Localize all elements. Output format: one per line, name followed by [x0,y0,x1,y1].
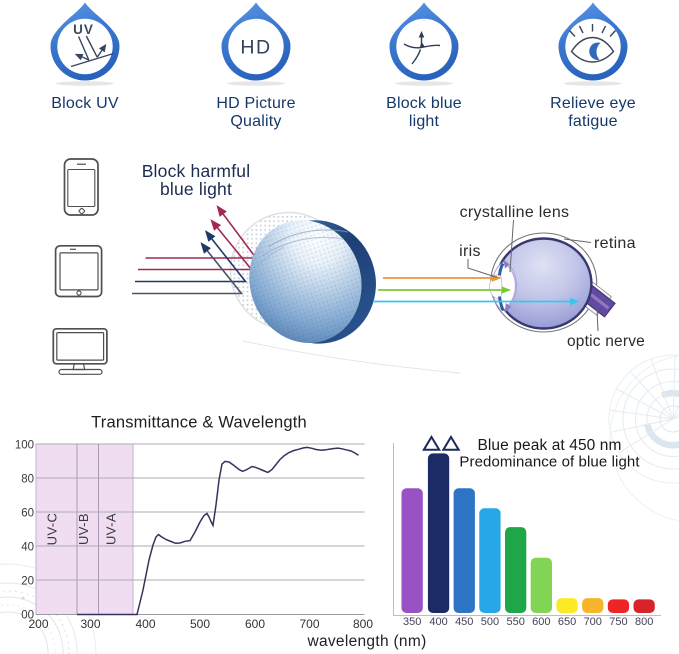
svg-text:fatigue: fatigue [568,113,617,130]
svg-text:retina: retina [594,235,636,252]
svg-text:UV-C: UV-C [45,513,60,546]
svg-text:iris: iris [459,243,481,260]
svg-text:light: light [409,113,440,130]
svg-text:200: 200 [28,617,48,631]
svg-text:650: 650 [558,616,576,628]
svg-text:100: 100 [15,440,34,452]
svg-text:600: 600 [532,616,550,628]
svg-text:600: 600 [245,617,265,631]
svg-text:550: 550 [506,616,524,628]
svg-text:HD: HD [240,37,271,59]
svg-text:400: 400 [429,616,447,628]
svg-text:500: 500 [190,617,210,631]
svg-text:HD Picture: HD Picture [216,95,295,112]
svg-text:Block blue: Block blue [386,95,462,112]
svg-text:UV: UV [73,22,94,37]
svg-text:400: 400 [135,617,155,631]
svg-text:750: 750 [609,616,627,628]
svg-text:00: 00 [21,610,34,622]
svg-text:40: 40 [21,542,34,554]
svg-text:60: 60 [21,508,34,520]
svg-text:700: 700 [584,616,602,628]
svg-text:80: 80 [21,474,34,486]
svg-text:Transmittance & Wavelength: Transmittance & Wavelength [91,414,307,432]
svg-text:UV-A: UV-A [104,513,119,545]
svg-text:500: 500 [481,616,499,628]
svg-text:UV-B: UV-B [76,513,91,545]
svg-text:wavelength (nm): wavelength (nm) [306,633,426,650]
svg-text:20: 20 [21,576,34,588]
svg-text:300: 300 [80,617,100,631]
svg-text:Quality: Quality [230,113,281,130]
svg-text:Predominance of blue light: Predominance of blue light [459,454,640,471]
svg-text:optic nerve: optic nerve [567,333,645,350]
svg-text:800: 800 [353,617,373,631]
svg-text:crystalline lens: crystalline lens [460,204,570,221]
svg-text:350: 350 [403,616,421,628]
svg-text:Blue peak at 450 nm: Blue peak at 450 nm [477,437,621,454]
svg-text:blue light: blue light [160,179,232,199]
svg-text:450: 450 [455,616,473,628]
svg-text:700: 700 [299,617,319,631]
svg-text:Block harmful: Block harmful [142,161,251,181]
svg-text:Block UV: Block UV [51,95,119,112]
svg-text:Relieve eye: Relieve eye [550,95,636,112]
svg-text:800: 800 [635,616,653,628]
